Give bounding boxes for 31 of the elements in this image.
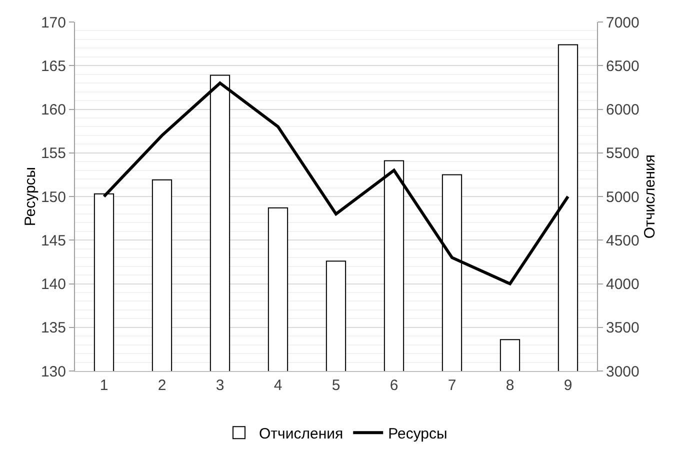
x-tick-label: 2 (158, 377, 166, 394)
legend-label: Отчисления (259, 425, 344, 442)
y2-tick-label: 6500 (606, 58, 640, 75)
y-tick-label: 170 (40, 14, 66, 32)
x-tick-label: 5 (332, 377, 340, 394)
y2-tick-label: 3000 (606, 363, 640, 380)
y-tick-label: 155 (40, 145, 66, 162)
y-tick-label: 150 (40, 188, 66, 206)
y2-tick-label: 5500 (606, 145, 640, 162)
y-tick-label: 140 (40, 276, 66, 293)
legend-label: Ресурсы (388, 425, 448, 442)
x-tick-label: 7 (448, 377, 456, 394)
x-tick-label: 6 (390, 377, 398, 394)
y2-axis-title: Отчисления (641, 154, 658, 239)
x-tick-label: 9 (564, 377, 572, 394)
y2-tick-label: 7000 (606, 14, 640, 32)
y-tick-label: 145 (40, 232, 66, 250)
y-tick-label: 135 (40, 320, 66, 337)
y2-tick-label: 6000 (606, 102, 640, 118)
y2-tick-label: 4000 (606, 276, 640, 293)
y-tick-label: 160 (40, 102, 66, 118)
x-tick-label: 8 (506, 377, 514, 394)
y2-tick-label: 3500 (606, 320, 640, 337)
x-tick-label: 3 (216, 377, 224, 394)
y2-tick-label: 4500 (606, 232, 640, 250)
y-tick-label: 165 (40, 58, 66, 75)
y2-tick-label: 5000 (606, 188, 640, 206)
y-tick-label: 130 (40, 363, 66, 380)
x-tick-label: 1 (100, 377, 108, 394)
y-axis-title: Ресурсы (22, 166, 39, 226)
x-tick-label: 4 (274, 377, 282, 394)
